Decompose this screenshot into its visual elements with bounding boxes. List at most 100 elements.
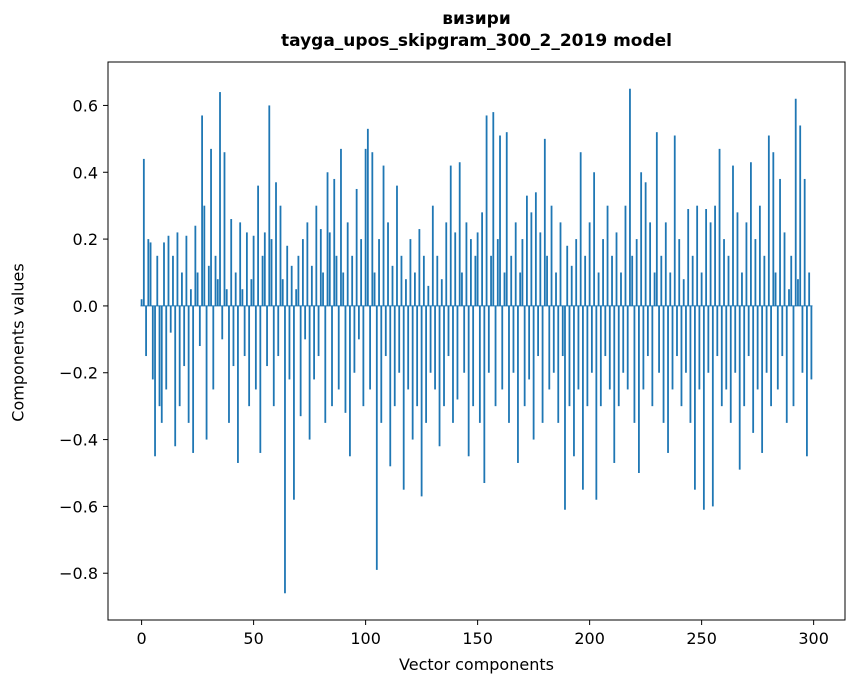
bar (364, 148, 367, 306)
bar (349, 305, 351, 457)
bar (351, 255, 354, 306)
bar (604, 305, 607, 357)
bar (373, 272, 376, 306)
bar (261, 255, 264, 306)
bar (228, 305, 230, 423)
bar (694, 305, 696, 490)
bar (422, 255, 425, 306)
bar (750, 162, 752, 306)
bar (458, 162, 461, 306)
bar (729, 305, 732, 423)
bar (662, 305, 665, 423)
bar (198, 305, 201, 347)
bar (461, 272, 463, 306)
bar (765, 305, 768, 373)
bar (631, 255, 634, 306)
bar (145, 305, 147, 357)
y-tick-label: 0.2 (73, 230, 98, 249)
bar (534, 192, 537, 306)
bar (519, 272, 522, 306)
bar (167, 235, 170, 306)
bar (568, 305, 571, 407)
bar (293, 305, 295, 500)
bar (272, 305, 275, 407)
bar (691, 255, 694, 306)
bar (210, 148, 212, 306)
bar (752, 305, 755, 433)
x-tick-label: 50 (243, 629, 263, 648)
bar (653, 272, 656, 306)
y-tick-label: 0.4 (73, 163, 98, 182)
bar (658, 305, 660, 373)
bar (772, 152, 775, 306)
bar (378, 239, 380, 306)
bar (174, 305, 177, 447)
bar (443, 305, 445, 407)
bar (597, 272, 600, 306)
bar (187, 305, 190, 423)
bar (223, 152, 226, 306)
bar (770, 305, 772, 407)
bar (788, 289, 790, 306)
bar (319, 229, 322, 306)
bar (615, 232, 618, 306)
bar (472, 305, 475, 407)
bar (606, 205, 609, 306)
bar (617, 305, 620, 407)
bar (664, 222, 667, 306)
bar (689, 305, 692, 423)
bar (463, 305, 466, 373)
x-tick-label: 0 (137, 629, 147, 648)
bar (702, 305, 705, 510)
bar (398, 305, 401, 373)
bar (234, 272, 237, 306)
bar (501, 305, 504, 390)
bar (375, 305, 378, 570)
bar (355, 188, 358, 306)
bar (548, 305, 551, 390)
bar (476, 232, 479, 306)
bar (575, 239, 578, 306)
bar (783, 232, 786, 306)
bar (391, 265, 394, 306)
bar (230, 219, 233, 306)
bar (286, 245, 289, 306)
bar (797, 279, 799, 306)
bar (418, 229, 421, 306)
bar (745, 222, 748, 306)
y-tick-label: −0.2 (59, 364, 98, 383)
bar (310, 265, 313, 306)
bar (517, 305, 519, 463)
title-block: визири tayga_upos_skipgram_300_2_2019 mo… (108, 8, 845, 52)
bar (720, 305, 723, 407)
bar (478, 305, 481, 423)
bar (250, 279, 253, 306)
bar (384, 305, 387, 357)
y-tick-label: −0.6 (59, 497, 98, 516)
bar (794, 98, 797, 306)
bar (212, 305, 215, 390)
x-tick-label: 100 (350, 629, 381, 648)
bar (806, 305, 808, 457)
bar (685, 305, 687, 373)
bar (436, 255, 439, 306)
bar (322, 272, 324, 306)
bar (588, 222, 591, 306)
bar (776, 305, 779, 390)
bar (599, 305, 602, 407)
bar (362, 305, 365, 407)
bar (366, 128, 369, 306)
bar (252, 235, 255, 306)
bar (465, 222, 468, 306)
bar (640, 172, 643, 306)
bar (705, 209, 708, 306)
bar (281, 279, 284, 306)
bar (147, 239, 150, 306)
bar (402, 305, 405, 490)
bar (221, 305, 224, 340)
bar (622, 305, 625, 373)
bar (734, 305, 737, 373)
bar (434, 305, 436, 390)
bar (546, 255, 548, 306)
